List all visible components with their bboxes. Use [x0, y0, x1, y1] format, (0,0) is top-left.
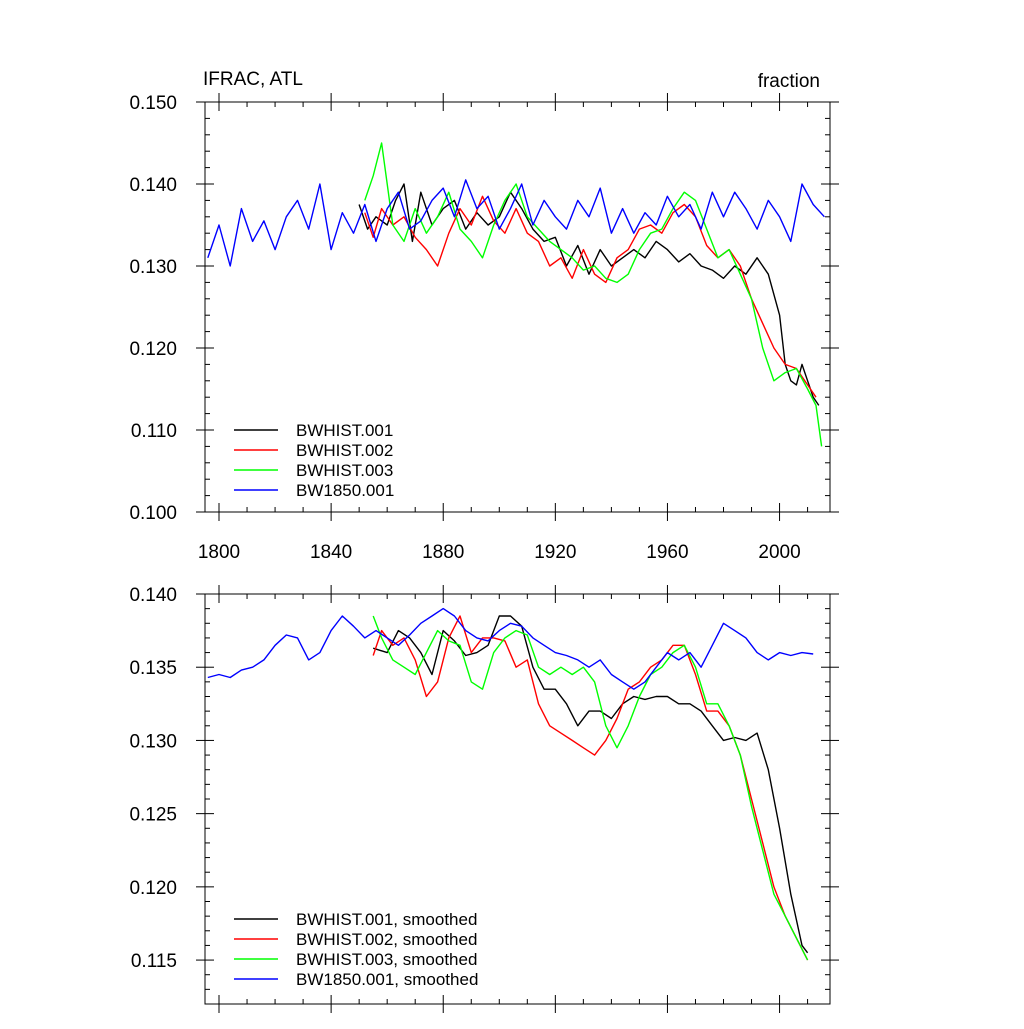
y-tick-label: 0.140 [129, 175, 177, 196]
bottom-axis-ticks: 0.140 0.135 0.130 0.125 0.120 0.115 [129, 585, 839, 1013]
y-tick-label: 0.120 [129, 878, 177, 899]
series-line-bwhist-001-smoothed [372, 615, 809, 954]
series-line-bwhist-003-smoothed [372, 615, 809, 961]
x-tick-label: 2000 [758, 542, 800, 563]
bottom-panel: 0.140 0.135 0.130 0.125 0.120 0.115 BWHIST.00… [129, 585, 839, 1013]
series-line-bwhist-002 [364, 195, 817, 398]
y-tick-label: 0.100 [129, 503, 177, 524]
series-line-bwhist-003 [364, 142, 823, 447]
y-tick-label: 0.115 [131, 951, 177, 972]
x-tick-label: 1960 [646, 542, 688, 563]
top-panel: IFRAC, ATL fraction 1800 1840 1880 1920 1960… [129, 69, 839, 563]
legend-label: BWHIST.002, smoothed [296, 930, 477, 949]
y-tick-label: 0.150 [129, 93, 177, 114]
legend-label: BW1850.001, smoothed [296, 970, 478, 989]
legend-label: BWHIST.001, smoothed [296, 910, 477, 929]
legend-label: BWHIST.003 [296, 461, 393, 480]
legend-label: BWHIST.002 [296, 441, 393, 460]
legend-label: BWHIST.001 [296, 421, 393, 440]
series-line-bw1850-001 [207, 179, 825, 267]
top-plot-frame [204, 101, 831, 513]
legend-label: BWHIST.003, smoothed [296, 950, 477, 969]
top-panel-title: IFRAC, ATL [203, 69, 303, 90]
x-tick-label: 1920 [534, 542, 576, 563]
y-tick-label: 0.110 [131, 421, 177, 442]
x-tick-label: 1800 [198, 542, 240, 563]
series-line-bw1850-001-smoothed [207, 607, 814, 690]
y-tick-label: 0.130 [129, 257, 177, 278]
top-series-group [207, 142, 825, 447]
legend-label: BW1850.001 [296, 481, 394, 500]
x-tick-label: 1840 [310, 542, 352, 563]
series-line-bwhist-001 [358, 183, 820, 406]
y-tick-label: 0.130 [129, 731, 177, 752]
y-tick-label: 0.140 [129, 585, 177, 606]
bottom-series-group [207, 607, 814, 961]
top-panel-units: fraction [758, 71, 820, 92]
y-tick-label: 0.135 [129, 658, 177, 679]
top-axis-ticks: 1800 1840 1880 1920 1960 2000 0.150 0.140 0.130 0… [129, 93, 839, 563]
y-tick-label: 0.125 [129, 805, 177, 826]
y-tick-label: 0.120 [129, 339, 177, 360]
x-tick-label: 1880 [422, 542, 464, 563]
